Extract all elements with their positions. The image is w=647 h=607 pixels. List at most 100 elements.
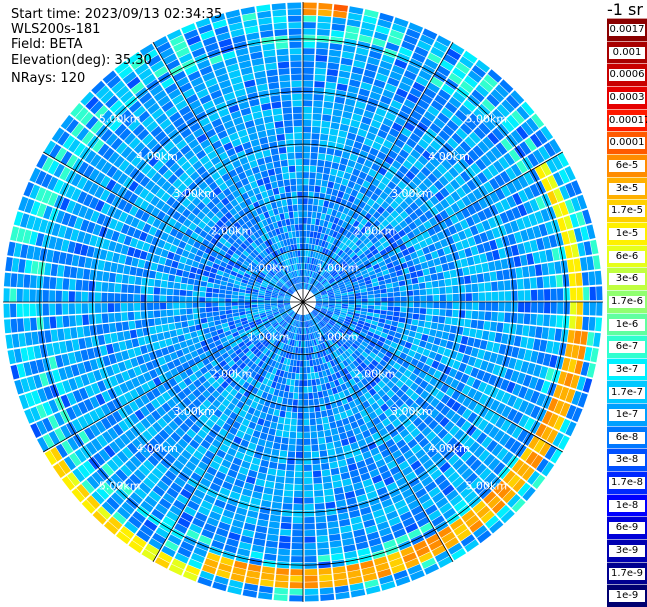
ppi-gate-cell xyxy=(172,178,183,189)
ppi-gate-cell xyxy=(439,502,453,514)
ppi-gate-cell xyxy=(541,426,553,441)
ppi-gate-cell xyxy=(359,424,368,433)
ppi-gate-cell xyxy=(303,185,309,192)
ppi-gate-cell xyxy=(255,525,268,534)
ppi-gate-cell xyxy=(315,259,319,266)
ppi-gate-cell xyxy=(89,325,97,336)
ppi-gate-cell xyxy=(528,265,536,277)
ppi-gate-cell xyxy=(409,212,419,221)
ppi-gate-cell xyxy=(466,204,477,216)
ppi-gate-cell xyxy=(217,228,225,237)
ppi-gate-cell xyxy=(126,76,141,90)
ppi-gate-cell xyxy=(335,277,342,283)
ppi-gate-cell xyxy=(446,154,457,166)
ppi-gate-cell xyxy=(307,283,310,290)
ppi-gate-cell xyxy=(213,283,220,289)
ppi-gate-cell xyxy=(430,387,440,397)
ppi-gate-cell xyxy=(338,130,348,138)
ppi-gate-cell xyxy=(297,412,303,419)
ppi-gate-cell xyxy=(456,446,468,458)
ppi-gate-cell xyxy=(387,292,394,297)
ppi-gate-cell xyxy=(434,440,446,451)
ppi-gate-cell xyxy=(345,98,356,107)
ppi-gate-cell xyxy=(325,436,333,444)
ppi-gate-cell xyxy=(311,271,315,278)
ppi-gate-cell xyxy=(254,316,261,321)
ppi-gate-cell xyxy=(242,206,251,215)
ppi-gate-cell xyxy=(327,354,333,361)
ppi-gate-cell xyxy=(528,376,539,390)
ppi-gate-cell xyxy=(524,417,535,431)
ppi-gate-cell xyxy=(501,119,515,133)
ppi-gate-cell xyxy=(307,314,310,321)
ppi-gate-cell xyxy=(247,469,258,478)
ppi-gate-cell xyxy=(583,302,590,316)
ppi-gate-cell xyxy=(386,262,394,269)
ppi-gate-cell xyxy=(318,285,324,291)
ppi-gate-cell xyxy=(412,417,423,427)
ppi-gate-cell xyxy=(199,414,209,424)
ppi-gate-cell xyxy=(273,409,280,417)
ppi-gate-cell xyxy=(440,405,451,416)
ppi-gate-cell xyxy=(442,432,453,444)
ppi-gate-cell xyxy=(355,239,363,247)
ppi-gate-cell xyxy=(354,292,361,297)
ppi-gate-cell xyxy=(410,344,419,352)
ppi-gate-cell xyxy=(466,376,476,387)
ppi-gate-cell xyxy=(370,502,383,512)
ppi-gate-cell xyxy=(90,120,104,134)
ppi-gate-cell xyxy=(284,295,291,298)
ppi-gate-cell xyxy=(289,332,293,339)
ppi-gate-cell xyxy=(210,267,218,274)
ppi-gate-cell xyxy=(501,99,515,113)
ppi-gate-cell xyxy=(216,270,224,276)
ppi-gate-cell xyxy=(320,186,327,194)
ppi-gate-cell xyxy=(204,247,213,255)
ppi-gate-cell xyxy=(338,226,345,234)
ppi-gate-cell xyxy=(414,197,424,207)
ppi-gate-cell xyxy=(558,435,570,451)
ppi-gate-cell xyxy=(368,411,378,420)
ppi-gate-cell xyxy=(181,161,192,172)
ppi-gate-cell xyxy=(62,278,70,290)
ppi-gate-cell xyxy=(384,232,392,241)
ppi-gate-cell xyxy=(424,253,433,261)
ppi-gate-cell xyxy=(321,294,328,297)
ppi-gate-cell xyxy=(315,509,326,517)
ppi-gate-cell xyxy=(114,437,126,450)
ppi-gate-cell xyxy=(469,328,477,338)
ppi-gate-cell xyxy=(42,433,55,449)
ppi-gate-cell xyxy=(419,454,430,465)
ppi-gate-cell xyxy=(271,306,278,309)
ppi-gate-cell xyxy=(345,283,352,288)
ppi-gate-cell xyxy=(166,207,176,217)
ppi-gate-cell xyxy=(386,510,399,521)
ppi-gate-cell xyxy=(298,314,301,321)
ppi-gate-cell xyxy=(354,289,361,294)
ppi-gate-cell xyxy=(323,272,329,278)
ppi-gate-cell xyxy=(201,196,211,206)
ppi-gate-cell xyxy=(432,424,444,435)
ppi-gate-cell xyxy=(510,244,520,256)
ppi-gate-cell xyxy=(134,172,146,184)
ppi-gate-cell xyxy=(137,128,150,141)
ppi-gate-cell xyxy=(392,337,400,344)
ppi-gate-cell xyxy=(166,295,173,302)
ppi-gate-cell xyxy=(97,380,107,392)
ppi-gate-cell xyxy=(206,201,216,210)
ppi-gate-cell xyxy=(425,161,436,173)
ppi-gate-cell xyxy=(320,328,326,335)
ppi-gate-cell xyxy=(443,449,455,461)
ppi-gate-cell xyxy=(306,321,309,328)
ppi-gate-cell xyxy=(268,336,275,343)
ppi-gate-cell xyxy=(500,379,510,391)
ppi-gate-cell xyxy=(303,406,309,413)
ppi-gate-cell xyxy=(294,477,303,485)
ppi-gate-cell xyxy=(410,358,419,367)
ppi-gate-cell xyxy=(101,482,114,496)
ppi-gate-cell xyxy=(411,319,419,326)
ppi-gate-cell xyxy=(485,150,497,163)
ppi-gate-cell xyxy=(271,415,279,423)
ppi-gate-cell xyxy=(488,458,501,471)
ppi-gate-cell xyxy=(319,336,324,344)
